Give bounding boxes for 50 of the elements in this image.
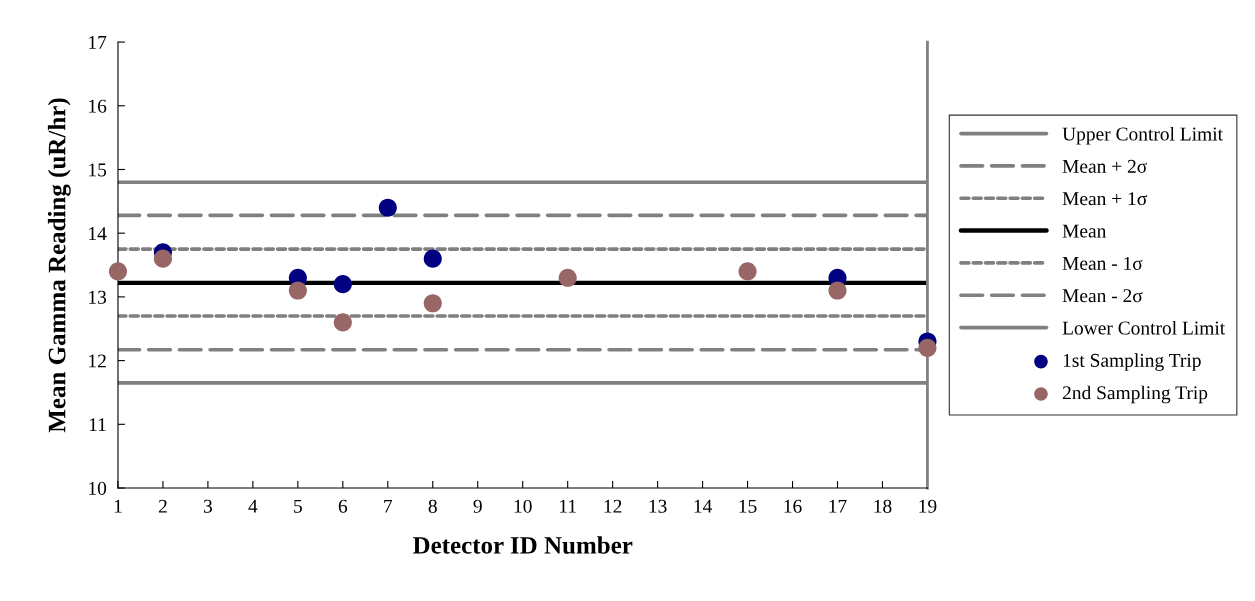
point — [918, 338, 937, 357]
legend-label: Lower Control Limit — [1062, 320, 1226, 335]
x-tick-label: 14 — [694, 499, 713, 513]
x-tick-label: 12 — [604, 499, 622, 513]
legend-label: Mean + 1σ — [1062, 192, 1147, 206]
point — [333, 313, 352, 332]
x-tick-label: 1 — [114, 499, 122, 513]
legend-label: 1st Sampling Trip — [1063, 353, 1201, 371]
point — [558, 268, 577, 287]
x-tick-label: 8 — [428, 499, 437, 513]
legend-label: Mean — [1062, 224, 1107, 238]
x-tick-label: 3 — [203, 499, 213, 513]
y-tick-label: 13 — [89, 290, 107, 304]
x-tick-label: 6 — [338, 499, 348, 513]
point — [738, 262, 757, 281]
x-tick-label: 16 — [784, 499, 802, 513]
point — [153, 249, 172, 268]
y-tick-label: 14 — [89, 227, 107, 240]
point — [108, 262, 128, 281]
x-tick-label: 10 — [514, 499, 532, 513]
y-tick-label: 16 — [89, 99, 107, 113]
y-tick-label: 17 — [89, 35, 107, 49]
y-tick-label: 15 — [89, 163, 107, 177]
x-tick-label: 7 — [384, 499, 393, 513]
point — [378, 198, 397, 217]
x-axis-title: Detector ID Number — [412, 536, 633, 554]
legend-label: Mean - 1σ — [1062, 256, 1143, 270]
legend-label: Mean + 2σ — [1062, 159, 1147, 173]
legend-label: 2nd Sampling Trip — [1062, 385, 1208, 404]
x-tick-label: 5 — [294, 499, 302, 513]
legend-label: Mean - 2σ — [1062, 289, 1143, 303]
y-tick-label: 12 — [89, 354, 106, 368]
x-tick-label: 18 — [874, 499, 892, 513]
point — [333, 275, 352, 294]
x-tick-label: 4 — [248, 499, 258, 513]
x-tick-label: 2 — [158, 499, 167, 513]
x-tick-label: 11 — [560, 499, 576, 513]
y-axis-title: Mean Gamma Reading (uR/hr) — [47, 98, 71, 433]
point — [828, 281, 847, 300]
x-tick-label: 19 — [919, 499, 937, 513]
x-tick-label: 13 — [649, 499, 667, 513]
legend-label: Upper Control Limit — [1062, 126, 1223, 145]
x-tick-label: 9 — [473, 499, 482, 513]
point — [423, 294, 442, 313]
y-tick-label: 10 — [89, 481, 107, 495]
y-tick-label: 11 — [89, 418, 106, 432]
x-tick-label: 17 — [829, 499, 847, 513]
point — [423, 249, 442, 268]
x-tick-label: 15 — [739, 499, 757, 513]
point — [288, 281, 307, 300]
